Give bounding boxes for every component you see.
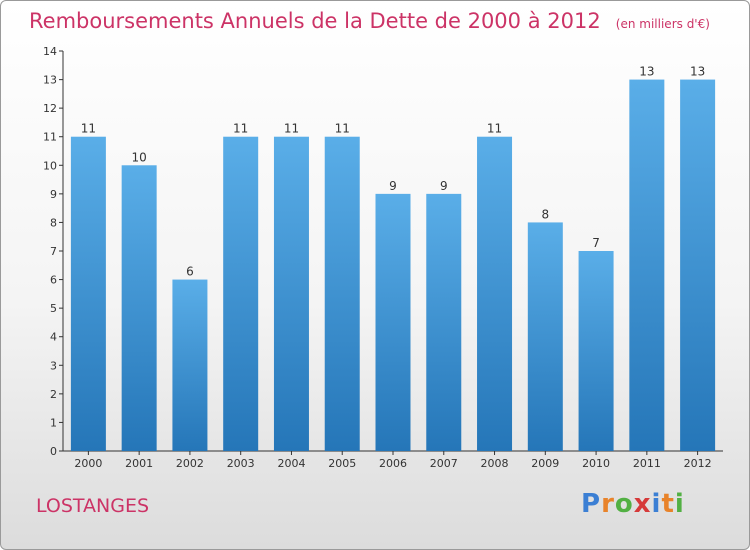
- x-tick-label: 2003: [227, 457, 255, 470]
- y-tick-label: 7: [50, 245, 57, 258]
- x-tick-label: 2008: [481, 457, 509, 470]
- x-tick-label: 2011: [633, 457, 661, 470]
- y-tick-label: 11: [43, 131, 57, 144]
- data-label: 7: [592, 236, 600, 250]
- y-tick-label: 3: [50, 359, 57, 372]
- x-tick-label: 2005: [328, 457, 356, 470]
- proxiti-logo: Proxiti: [581, 489, 685, 519]
- data-label: 11: [335, 122, 350, 136]
- chart-title: Remboursements Annuels de la Dette de 20…: [29, 9, 710, 33]
- y-tick-label: 1: [50, 416, 57, 429]
- logo-letter: i: [651, 489, 662, 519]
- x-tick-label: 2010: [582, 457, 610, 470]
- data-label: 11: [233, 122, 248, 136]
- bar: [121, 165, 157, 452]
- commune-name: LOSTANGES: [36, 495, 150, 517]
- y-tick-label: 0: [50, 445, 57, 458]
- bar: [172, 279, 208, 451]
- data-label: 9: [389, 179, 397, 193]
- bar: [324, 136, 360, 451]
- bar: [375, 193, 411, 451]
- bar: [527, 222, 563, 451]
- y-tick-label: 5: [50, 302, 57, 315]
- x-tick-label: 2002: [176, 457, 204, 470]
- data-label: 9: [440, 179, 448, 193]
- data-label: 13: [639, 65, 654, 79]
- logo-letter: r: [601, 489, 615, 519]
- bar: [70, 136, 106, 451]
- x-tick-label: 2006: [379, 457, 407, 470]
- data-label: 10: [132, 150, 147, 164]
- title-main: Remboursements Annuels de la Dette de 20…: [29, 9, 601, 33]
- logo-letter: o: [614, 489, 634, 519]
- y-tick-label: 6: [50, 274, 57, 287]
- y-tick-label: 14: [43, 45, 57, 58]
- y-tick-label: 13: [43, 74, 57, 87]
- logo-letter: i: [674, 489, 685, 519]
- x-tick-label: 2000: [74, 457, 102, 470]
- bar: [578, 251, 614, 451]
- bar: [477, 136, 513, 451]
- x-tick-label: 2009: [531, 457, 559, 470]
- data-label: 11: [284, 122, 299, 136]
- y-tick-label: 4: [50, 331, 57, 344]
- x-tick-label: 2007: [430, 457, 458, 470]
- bar: [629, 79, 665, 452]
- data-label: 8: [541, 207, 549, 221]
- x-tick-label: 2012: [684, 457, 712, 470]
- data-label: 6: [186, 265, 194, 279]
- bar: [273, 136, 309, 451]
- data-label: 13: [690, 65, 705, 79]
- logo-letter: x: [633, 489, 652, 519]
- x-tick-label: 2004: [277, 457, 305, 470]
- data-label: 11: [487, 122, 502, 136]
- y-tick-label: 8: [50, 216, 57, 229]
- y-tick-label: 2: [50, 388, 57, 401]
- logo-letter: t: [661, 489, 675, 519]
- y-tick-label: 9: [50, 188, 57, 201]
- bar: [223, 136, 259, 451]
- y-tick-label: 10: [43, 159, 57, 172]
- data-label: 11: [81, 122, 96, 136]
- y-tick-label: 12: [43, 102, 57, 115]
- bar: [680, 79, 716, 452]
- title-unit: (en milliers d'€): [615, 17, 710, 31]
- logo-letter: P: [581, 489, 602, 519]
- bar: [426, 193, 462, 451]
- x-tick-label: 2001: [125, 457, 153, 470]
